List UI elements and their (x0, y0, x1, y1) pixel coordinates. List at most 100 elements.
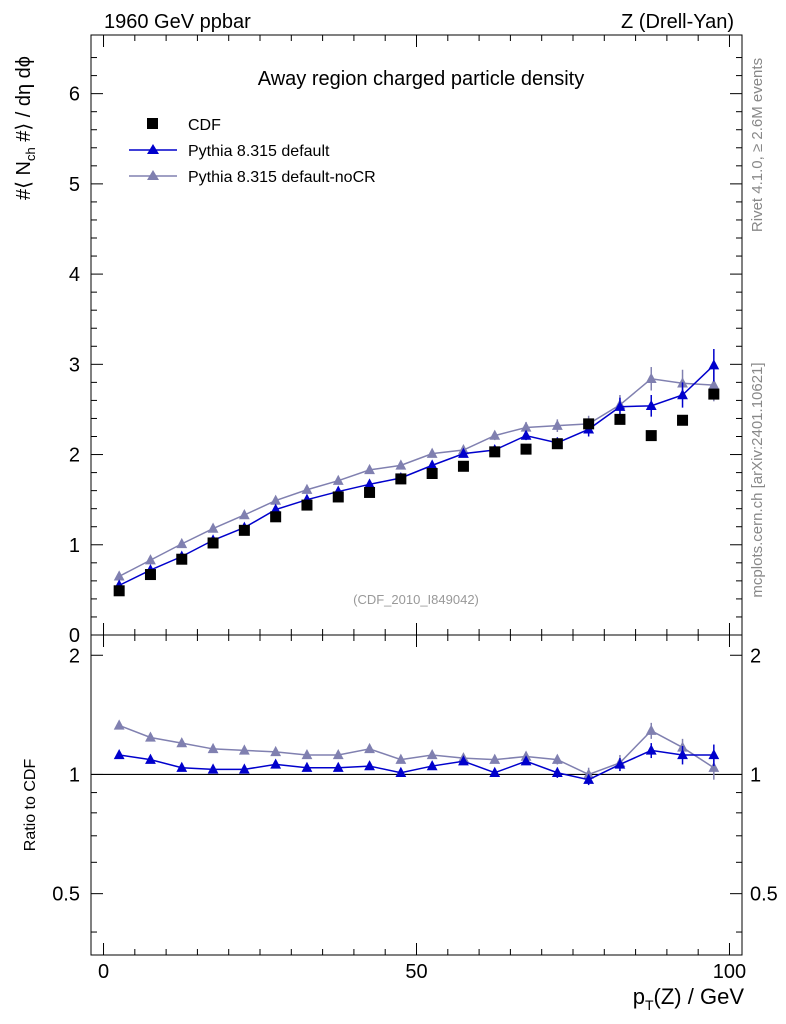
default-ratio-point (113, 748, 125, 760)
xtick-label: 100 (713, 961, 746, 983)
nocr-ratio-point (332, 748, 344, 760)
default-ratio-point (270, 758, 282, 769)
main-ytick-label: 1 (69, 535, 80, 557)
default-ratio-point (364, 760, 375, 771)
energy-label: 1960 GeV ppbar (104, 11, 251, 33)
nocr-point (238, 509, 250, 520)
nocr-point (395, 459, 407, 470)
process-label: Z (Drell-Yan) (621, 11, 734, 33)
default-ratio-point (583, 773, 595, 784)
legend-label-cdf: CDF (188, 117, 221, 134)
default-point (677, 389, 688, 400)
nocr-point (645, 372, 657, 383)
default-ratio-point (520, 755, 532, 766)
nocr-ratio-point (489, 753, 501, 764)
nocr-ratio-point (113, 719, 125, 730)
default-ratio-point (458, 755, 469, 766)
mcplots-label: mcplots.cern.ch [arXiv:2401.10621] (749, 362, 766, 597)
cdf-point (583, 418, 595, 430)
default-line (118, 364, 715, 587)
nocr-ratio-point (301, 748, 313, 760)
default-ratio-point (176, 761, 188, 772)
nocr-ratio-point (395, 753, 407, 764)
main-ytick-label: 6 (69, 84, 80, 106)
ratio-ytick-label-right: 0.5 (750, 884, 778, 906)
nocr-point (520, 421, 532, 432)
nocr-point (551, 419, 563, 430)
cdf-point (238, 524, 250, 536)
main-ytick-label: 4 (69, 264, 80, 286)
default-point (708, 359, 720, 370)
default-ratio-point (551, 766, 563, 777)
legend-item-cdf: CDF (147, 117, 221, 134)
default-ratio-point (426, 760, 438, 771)
cdf-point (301, 499, 313, 511)
nocr-point (270, 494, 282, 505)
main-ytick-label: 0 (69, 625, 80, 647)
default-ratio-line (119, 749, 714, 781)
cdf-point (332, 491, 344, 503)
nocr-ratio-point (708, 761, 720, 772)
cdf-point (395, 473, 407, 485)
default-ratio-point (708, 748, 720, 760)
nocr-ratio-point (645, 724, 657, 735)
nocr-ratio-point (364, 742, 375, 754)
legend: CDF Pythia 8.315 default Pythia 8.315 de… (129, 117, 376, 186)
main-ytick-label: 2 (69, 445, 80, 467)
default-ratio-point (332, 761, 344, 772)
default-ratio-point (489, 766, 501, 777)
nocr-point (176, 537, 188, 549)
cdf-point (520, 443, 532, 455)
cdf-point (489, 446, 501, 458)
nocr-line (118, 377, 714, 578)
ratio-ytick-label-left: 2 (69, 645, 80, 667)
ratio-ytick-label-left: 1 (69, 764, 80, 786)
default-ratio-point (677, 748, 688, 760)
cdf-point (677, 414, 689, 426)
nocr-ratio-point (583, 768, 595, 779)
main-ytick-label: 3 (69, 354, 80, 376)
default-point (364, 478, 375, 489)
nocr-point (489, 429, 501, 440)
default-ratio-point (301, 761, 313, 772)
data-layer (113, 348, 720, 786)
rivet-version-label: Rivet 4.1.0, ≥ 2.6M events (749, 58, 766, 232)
cdf-point (426, 467, 438, 479)
axes-layer: 0 1 2 3 4 5 6 0 50 100 0.5 0.5 1 1 2 2 (52, 35, 778, 983)
nocr-point (364, 463, 375, 475)
nocr-ratio-point (145, 731, 156, 742)
default-ratio-point (645, 744, 657, 755)
nocr-point (332, 474, 344, 485)
legend-item-nocr: Pythia 8.315 default-noCR (129, 169, 376, 186)
default-point (426, 459, 438, 470)
cdf-point (614, 413, 626, 425)
ratio-ytick-label-left: 0.5 (52, 884, 80, 906)
default-point (270, 503, 282, 514)
cdf-point (176, 553, 188, 565)
nocr-point (207, 522, 219, 533)
cdf-point (364, 486, 376, 498)
nocr-ratio-point (207, 742, 219, 754)
cdf-point (551, 438, 563, 450)
legend-label-nocr: Pythia 8.315 default-noCR (188, 169, 376, 186)
default-point (520, 429, 532, 440)
nocr-point (301, 483, 313, 494)
nocr-point (426, 447, 438, 458)
default-point (614, 400, 626, 411)
default-point (645, 399, 657, 411)
legend-label-default: Pythia 8.315 default (188, 143, 330, 160)
nocr-ratio-point (176, 737, 188, 748)
cdf-point (207, 537, 219, 549)
cdf-point (113, 585, 125, 597)
cdf-point (457, 460, 469, 472)
legend-item-default: Pythia 8.315 default (129, 143, 330, 160)
nocr-ratio-point (426, 748, 438, 760)
chart-title: Away region charged particle density (258, 68, 584, 90)
ratio-ylabel: Ratio to CDF (22, 759, 39, 852)
xtick-label: 50 (405, 961, 427, 983)
analysis-label: (CDF_2010_I849042) (353, 592, 479, 607)
nocr-point (113, 570, 125, 581)
default-ratio-point (614, 758, 626, 769)
cdf-point (708, 388, 720, 400)
